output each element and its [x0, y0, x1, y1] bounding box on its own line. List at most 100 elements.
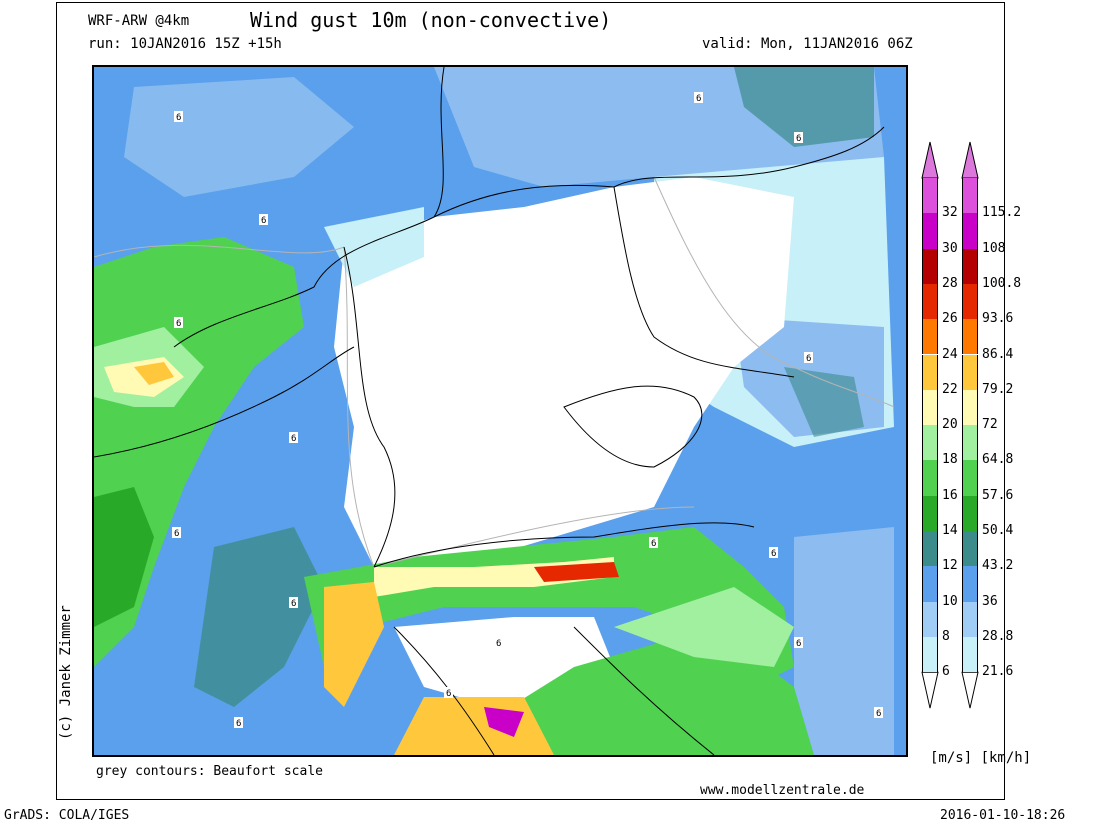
legend-swatch — [962, 531, 978, 567]
border-line — [563, 385, 703, 468]
border-line — [613, 186, 795, 378]
beaufort-contour — [94, 244, 345, 258]
central-europe-calm-zone — [334, 177, 794, 567]
legend-kmh-tick: 50.4 — [982, 523, 1014, 538]
legend-kmh-tick: 36 — [982, 593, 998, 609]
legend-ms-tick: 10 — [942, 593, 958, 609]
carpathian-teal-zone — [784, 367, 864, 437]
biscay-green-zone — [94, 487, 154, 627]
legend-swatch — [922, 495, 938, 531]
beaufort-label: 6 — [796, 639, 801, 649]
hungary-blue-zone — [794, 527, 894, 755]
legend-swatch — [922, 460, 938, 496]
legend-kmh-tick: 28.8 — [982, 628, 1014, 644]
channel-orange-zone — [134, 362, 174, 385]
coastline — [94, 346, 355, 458]
legend-ms-tick: 28 — [942, 275, 958, 291]
legend-swatch — [922, 601, 938, 637]
legend-kmh-tick: 86.4 — [982, 346, 1014, 362]
western-alps-orange — [324, 582, 384, 707]
beaufort-contour — [653, 176, 895, 408]
legend-swatch — [962, 283, 978, 320]
beaufort-label: 6 — [446, 689, 451, 699]
beaufort-label: 6 — [696, 94, 701, 104]
beaufort-label: 6 — [876, 709, 881, 719]
beaufort-label: 6 — [176, 319, 181, 329]
north-sea-pale-zone — [124, 77, 354, 197]
legend-ms-tick: 26 — [942, 311, 958, 327]
dinaric-light-green — [614, 587, 794, 667]
software-credit: GrADS: COLA/IGES — [4, 808, 130, 823]
legend-swatch — [962, 178, 978, 214]
baltic-teal-zone — [734, 67, 874, 147]
coastline — [433, 126, 885, 218]
legend-kmh-tick: 93.6 — [982, 311, 1014, 327]
legend-swatch — [962, 460, 978, 496]
legend-swatch — [922, 354, 938, 390]
legend-swatch — [962, 319, 978, 355]
legend-swatch — [962, 601, 978, 637]
legend-kmh-tick: 79.2 — [982, 381, 1014, 397]
legend-swatch — [922, 178, 938, 214]
legend-swatch — [922, 389, 938, 426]
legend-ms-tick: 32 — [942, 205, 958, 221]
legend-kmh-tick: 21.6 — [982, 664, 1014, 680]
legend-swatch — [922, 566, 938, 602]
legend-kmh-tick: 57.6 — [982, 487, 1014, 503]
legend-underflow-arrow — [921, 671, 939, 709]
beaufort-label: 6 — [174, 529, 179, 539]
beaufort-label: 6 — [806, 354, 811, 364]
ligurian-magenta-core — [484, 707, 524, 737]
author-credit: (c) Janek Zimmer — [58, 605, 74, 740]
beaufort-label: 6 — [771, 549, 776, 559]
map-canvas: 6 6 6 6 6 6 6 6 6 6 6 6 6 6 6 6 — [94, 67, 906, 755]
valid-label: valid: Mon, 11JAN2016 06Z — [702, 36, 913, 52]
legend-kmh-tick: 100.8 — [982, 275, 1022, 291]
legend-swatch — [922, 425, 938, 461]
figure-frame — [56, 2, 1005, 800]
legend-swatch — [962, 213, 978, 249]
model-label: WRF-ARW @4km — [88, 13, 190, 29]
beaufort-labels: 6 6 6 6 6 6 6 6 6 6 6 6 6 6 6 6 — [172, 92, 883, 729]
legend-kmh-tick: 115.2 — [982, 205, 1022, 221]
generation-timestamp: 2016-01-10-18:26 — [940, 808, 1066, 823]
legend-swatch — [962, 425, 978, 461]
legend-underflow-arrow — [961, 671, 979, 709]
legend-swatch — [962, 389, 978, 426]
legend-swatch — [922, 283, 938, 320]
beaufort-label: 6 — [291, 599, 296, 609]
legend-swatch — [962, 248, 978, 284]
legend-ms-tick: 20 — [942, 417, 958, 433]
legend-kmh-tick: 72 — [982, 417, 998, 433]
legend-kmh-tick: 43.2 — [982, 558, 1014, 574]
legend-bar-ms — [922, 178, 938, 673]
legend-overflow-arrow — [921, 141, 939, 179]
legend-bar-kmh — [962, 178, 978, 673]
legend-swatch — [922, 531, 938, 567]
beaufort-label: 6 — [796, 134, 801, 144]
beaufort-label: 6 — [651, 539, 656, 549]
legend-swatch — [922, 319, 938, 355]
contour-note: grey contours: Beaufort scale — [96, 764, 323, 779]
legend-swatch — [962, 636, 978, 673]
coastline — [573, 626, 715, 755]
legend-kmh-tick: 64.8 — [982, 452, 1014, 468]
wind-gust-map: 6 6 6 6 6 6 6 6 6 6 6 6 6 6 6 6 — [92, 65, 908, 757]
legend-ms-tick: 8 — [942, 628, 950, 644]
border-line — [343, 246, 396, 568]
website-label: www.modellzentrale.de — [700, 783, 865, 798]
legend-swatch — [922, 636, 938, 673]
legend-ms-tick: 18 — [942, 452, 958, 468]
alps-red-band — [534, 562, 619, 582]
legend-ms-tick: 24 — [942, 346, 958, 362]
beaufort-label: 6 — [291, 434, 296, 444]
beaufort-label: 6 — [261, 216, 266, 226]
legend-swatch — [922, 248, 938, 284]
coastline — [173, 67, 445, 348]
beaufort-label: 6 — [236, 719, 241, 729]
legend-ms-tick: 22 — [942, 381, 958, 397]
legend-overflow-arrow — [961, 141, 979, 179]
legend-units: [m/s] [km/h] — [930, 750, 1032, 766]
legend-ms-tick: 16 — [942, 487, 958, 503]
run-label: run: 10JAN2016 15Z +15h — [88, 36, 282, 52]
